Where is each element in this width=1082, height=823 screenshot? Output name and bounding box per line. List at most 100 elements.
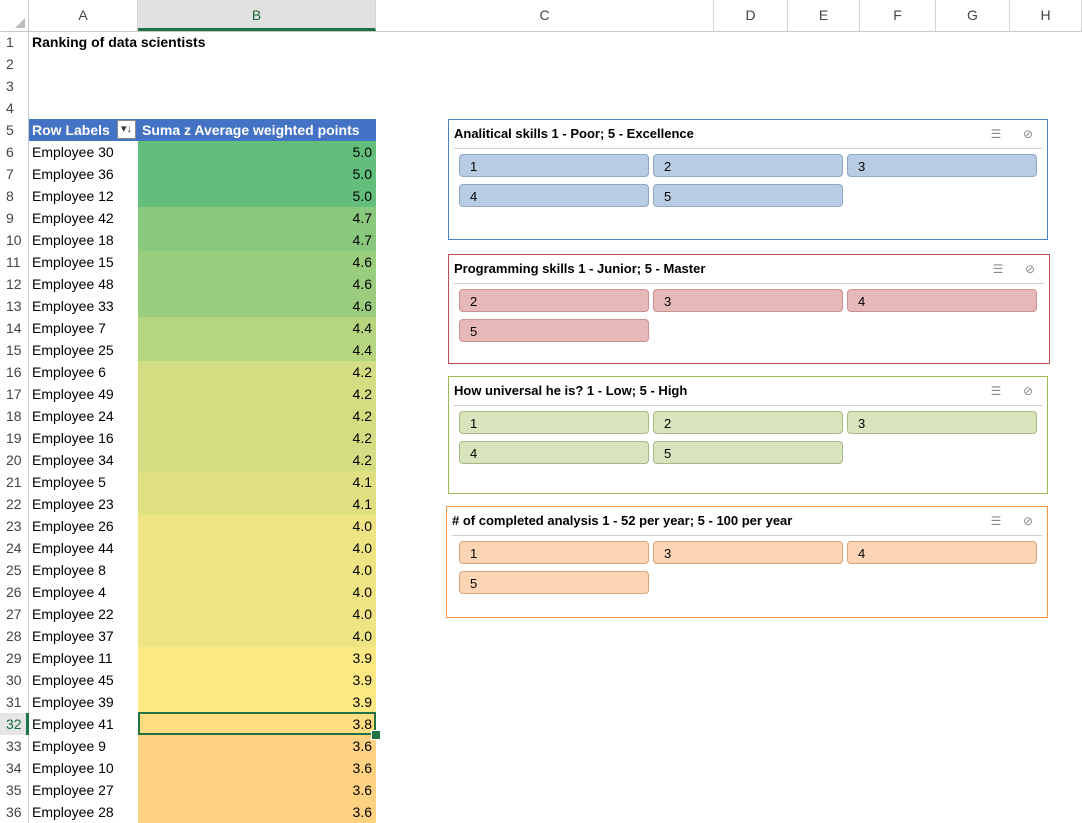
pivot-row-value[interactable]: 4.2 [138,427,376,449]
slicer-panel[interactable]: How universal he is? 1 - Low; 5 - High ☰ ⊘… [448,376,1048,494]
row-header-34[interactable]: 34 [0,757,29,779]
select-all-corner[interactable] [0,0,29,31]
pivot-row-label[interactable]: Employee 16 [32,430,114,446]
pivot-row-label[interactable]: Employee 8 [32,562,106,578]
row-header-18[interactable]: 18 [0,405,29,427]
column-header-f[interactable]: F [860,0,936,31]
pivot-row-value[interactable]: 3.6 [138,801,376,823]
pivot-row-value[interactable]: 4.4 [138,317,376,339]
row-header-11[interactable]: 11 [0,251,29,273]
multi-select-icon[interactable]: ☰ [990,514,1002,528]
slicer-item-button[interactable]: 5 [653,441,843,464]
pivot-row-value[interactable]: 3.6 [138,735,376,757]
pivot-row-label[interactable]: Employee 9 [32,738,106,754]
pivot-row-label[interactable]: Employee 26 [32,518,114,534]
pivot-row-label[interactable]: Employee 6 [32,364,106,380]
row-header-13[interactable]: 13 [0,295,29,317]
row-header-7[interactable]: 7 [0,163,29,185]
row-header-28[interactable]: 28 [0,625,29,647]
clear-filter-icon[interactable]: ⊘ [1024,262,1036,276]
pivot-row-value[interactable]: 3.6 [138,779,376,801]
slicer-item-button[interactable]: 5 [459,319,649,342]
pivot-row-value[interactable]: 4.0 [138,515,376,537]
pivot-row-value[interactable]: 4.0 [138,625,376,647]
pivot-row-value[interactable]: 4.0 [138,559,376,581]
pivot-row-value[interactable]: 3.9 [138,647,376,669]
slicer-item-button[interactable]: 2 [653,411,843,434]
row-header-22[interactable]: 22 [0,493,29,515]
pivot-row-value[interactable]: 5.0 [138,141,376,163]
row-header-27[interactable]: 27 [0,603,29,625]
pivot-row-value[interactable]: 4.2 [138,383,376,405]
slicer-item-button[interactable]: 5 [653,184,843,207]
clear-filter-icon[interactable]: ⊘ [1022,384,1034,398]
pivot-row-label[interactable]: Employee 4 [32,584,106,600]
pivot-row-value[interactable]: 5.0 [138,185,376,207]
slicer-item-button[interactable]: 3 [653,289,843,312]
pivot-row-label[interactable]: Employee 30 [32,144,114,160]
pivot-row-label[interactable]: Employee 41 [32,716,114,732]
clear-filter-icon[interactable]: ⊘ [1022,514,1034,528]
slicer-item-button[interactable]: 1 [459,541,649,564]
row-header-17[interactable]: 17 [0,383,29,405]
row-header-23[interactable]: 23 [0,515,29,537]
pivot-row-label[interactable]: Employee 15 [32,254,114,270]
pivot-row-label[interactable]: Employee 12 [32,188,114,204]
pivot-row-value[interactable]: 4.2 [138,449,376,471]
slicer-item-button[interactable]: 3 [847,411,1037,434]
pivot-row-value[interactable]: 4.6 [138,273,376,295]
row-header-16[interactable]: 16 [0,361,29,383]
pivot-row-value[interactable]: 3.8 [138,713,376,735]
column-header-e[interactable]: E [788,0,860,31]
pivot-row-label[interactable]: Employee 7 [32,320,106,336]
sheet-title[interactable]: Ranking of data scientists [32,34,206,50]
sort-descending-filter-icon[interactable]: ▾↓ [117,120,136,139]
pivot-row-label[interactable]: Employee 42 [32,210,114,226]
row-header-12[interactable]: 12 [0,273,29,295]
slicer-panel[interactable]: Programming skills 1 - Junior; 5 - Maste… [448,254,1050,364]
pivot-value-header[interactable]: Suma z Average weighted points [138,119,376,141]
pivot-row-labels-header[interactable]: Row Labels [29,119,138,141]
pivot-row-label[interactable]: Employee 34 [32,452,114,468]
row-header-15[interactable]: 15 [0,339,29,361]
row-header-19[interactable]: 19 [0,427,29,449]
pivot-row-label[interactable]: Employee 37 [32,628,114,644]
pivot-row-value[interactable]: 4.1 [138,471,376,493]
row-header-9[interactable]: 9 [0,207,29,229]
slicer-item-button[interactable]: 1 [459,411,649,434]
row-header-2[interactable]: 2 [0,53,29,75]
row-header-29[interactable]: 29 [0,647,29,669]
slicer-item-button[interactable]: 4 [847,289,1037,312]
pivot-row-label[interactable]: Employee 39 [32,694,114,710]
pivot-row-value[interactable]: 3.6 [138,757,376,779]
column-header-c[interactable]: C [376,0,714,31]
pivot-row-label[interactable]: Employee 44 [32,540,114,556]
slicer-item-button[interactable]: 1 [459,154,649,177]
pivot-row-value[interactable]: 4.4 [138,339,376,361]
row-header-20[interactable]: 20 [0,449,29,471]
row-header-4[interactable]: 4 [0,97,29,119]
pivot-row-label[interactable]: Employee 23 [32,496,114,512]
pivot-row-value[interactable]: 4.6 [138,251,376,273]
pivot-row-label[interactable]: Employee 11 [32,650,113,666]
pivot-row-value[interactable]: 5.0 [138,163,376,185]
pivot-row-label[interactable]: Employee 24 [32,408,114,424]
pivot-row-value[interactable]: 4.2 [138,361,376,383]
pivot-row-label[interactable]: Employee 27 [32,782,114,798]
column-header-h[interactable]: H [1010,0,1082,31]
row-header-33[interactable]: 33 [0,735,29,757]
row-header-26[interactable]: 26 [0,581,29,603]
column-header-d[interactable]: D [714,0,788,31]
multi-select-icon[interactable]: ☰ [990,384,1002,398]
pivot-row-label[interactable]: Employee 33 [32,298,114,314]
row-header-30[interactable]: 30 [0,669,29,691]
slicer-item-button[interactable]: 4 [459,184,649,207]
slicer-item-button[interactable]: 4 [459,441,649,464]
slicer-panel[interactable]: Analitical skills 1 - Poor; 5 - Excellen… [448,119,1048,240]
row-header-21[interactable]: 21 [0,471,29,493]
pivot-row-value[interactable]: 4.0 [138,603,376,625]
pivot-row-value[interactable]: 3.9 [138,691,376,713]
pivot-row-value[interactable]: 4.7 [138,229,376,251]
row-header-25[interactable]: 25 [0,559,29,581]
pivot-row-label[interactable]: Employee 22 [32,606,114,622]
